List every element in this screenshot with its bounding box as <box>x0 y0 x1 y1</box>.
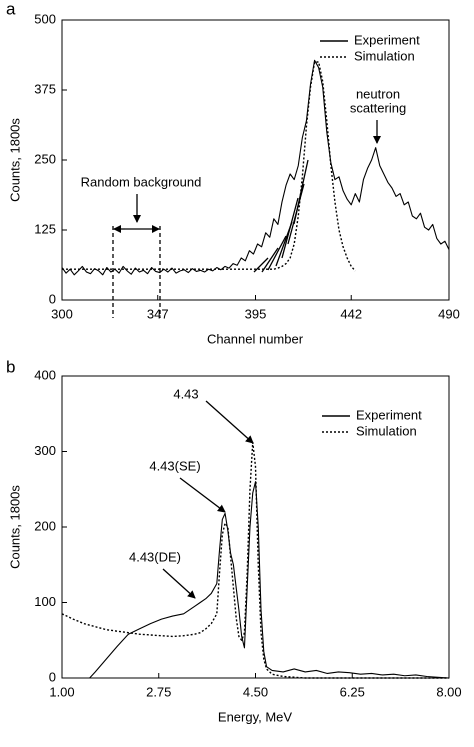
x-tick-label: 4.50 <box>243 684 268 699</box>
y-tick-label: 200 <box>34 518 56 533</box>
annotation: 4.43(SE) <box>149 458 200 473</box>
annotations: 4.43 4.43(SE) 4.43(DE) <box>129 386 254 599</box>
y-tick-label: 250 <box>34 151 56 166</box>
legend-label: Simulation <box>356 423 417 438</box>
arrow <box>162 568 196 599</box>
y-tick-label: 100 <box>34 594 56 609</box>
y-axis-label: Counts, 1800s <box>7 485 22 569</box>
annotation: Random background <box>81 174 202 189</box>
panel-b: b Counts, 1800s Energy, MeV 4.43 4.43(SE… <box>6 357 462 724</box>
x-tick-label: 347 <box>147 306 169 321</box>
panel-label: b <box>6 357 15 376</box>
arrow <box>179 477 226 513</box>
annotation: neutron <box>356 86 400 101</box>
arrow <box>205 400 254 444</box>
legend-label: Experiment <box>356 407 422 422</box>
annotation: 4.43 <box>173 386 198 401</box>
annotation: 4.43(DE) <box>129 549 181 564</box>
x-tick-label: 395 <box>245 306 267 321</box>
x-tick-label: 8.00 <box>436 684 461 699</box>
x-tick-label: 6.25 <box>340 684 365 699</box>
annotations: Random background neutron scattering <box>81 86 406 318</box>
series-line <box>62 61 356 272</box>
annotation: scattering <box>350 100 406 115</box>
y-tick-label: 0 <box>49 669 56 684</box>
y-tick-label: 300 <box>34 443 56 458</box>
y-tick-label: 125 <box>34 221 56 236</box>
legend-label: Experiment <box>354 32 420 47</box>
x-tick-label: 2.75 <box>146 684 171 699</box>
x-tick-label: 490 <box>438 306 460 321</box>
x-axis-label: Channel number <box>207 331 304 346</box>
series-line <box>61 441 449 679</box>
panel-label: a <box>6 0 16 18</box>
panel-a: a Counts, 1800s Channel number Random ba… <box>6 0 460 346</box>
legend-label: Simulation <box>354 48 415 63</box>
series-line <box>61 59 450 276</box>
x-tick-label: 1.00 <box>49 684 74 699</box>
y-tick-label: 400 <box>34 367 56 382</box>
y-axis-label: Counts, 1800s <box>7 118 22 202</box>
y-tick-label: 0 <box>49 291 56 306</box>
series-line <box>89 481 450 679</box>
y-tick-label: 375 <box>34 81 56 96</box>
x-tick-label: 300 <box>51 306 73 321</box>
hatching <box>253 159 309 273</box>
y-tick-label: 500 <box>34 11 56 26</box>
x-axis-label: Energy, MeV <box>218 709 293 724</box>
x-tick-label: 442 <box>340 306 362 321</box>
